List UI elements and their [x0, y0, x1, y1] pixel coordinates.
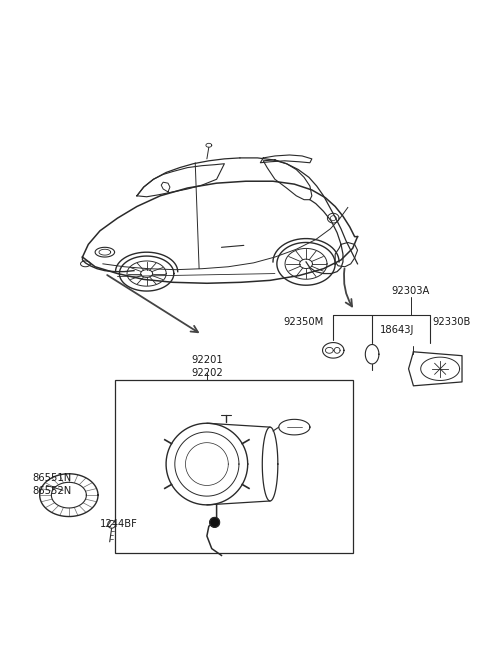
Bar — [115, 381, 353, 553]
Text: 18643J: 18643J — [380, 325, 414, 335]
Text: 92350M: 92350M — [283, 317, 324, 328]
Text: 92303A: 92303A — [392, 286, 430, 296]
Circle shape — [210, 517, 219, 527]
Text: 92330B: 92330B — [432, 317, 471, 328]
Text: 92201
92202: 92201 92202 — [191, 355, 223, 379]
Text: 1244BF: 1244BF — [100, 519, 138, 529]
Text: 86551N
86552N: 86551N 86552N — [32, 473, 71, 496]
